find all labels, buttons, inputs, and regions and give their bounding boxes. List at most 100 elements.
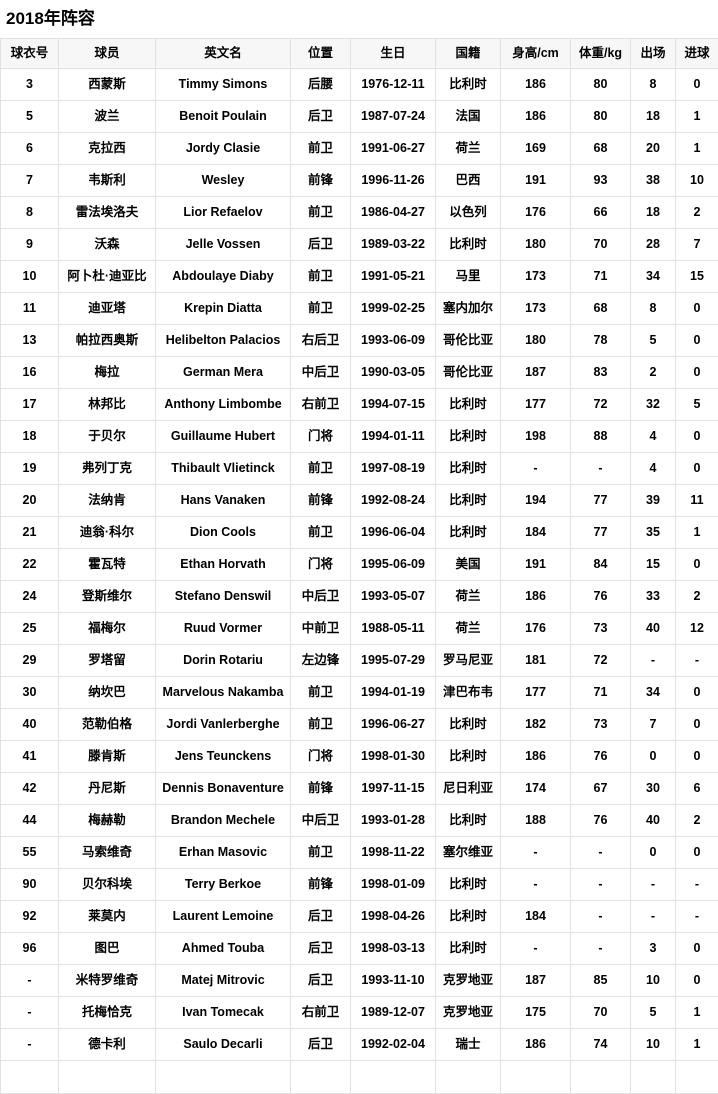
cell-weight: 83 — [571, 357, 631, 389]
cell-birthday: 1999-02-25 — [351, 293, 436, 325]
cell-number: 17 — [1, 389, 59, 421]
cell-birthday: 1989-12-07 — [351, 997, 436, 1029]
cell-country: 法国 — [436, 101, 501, 133]
cell-weight: 77 — [571, 517, 631, 549]
cell-country: 哥伦比亚 — [436, 325, 501, 357]
cell-number: 13 — [1, 325, 59, 357]
cell-empty — [59, 1061, 156, 1094]
cell-number: - — [1, 1029, 59, 1061]
cell-birthday: 1997-08-19 — [351, 453, 436, 485]
cell-empty — [351, 1061, 436, 1094]
cell-player: 丹尼斯 — [59, 773, 156, 805]
cell-country: 比利时 — [436, 517, 501, 549]
cell-country: 比利时 — [436, 901, 501, 933]
cell-number: 24 — [1, 581, 59, 613]
cell-goals: 1 — [676, 1029, 718, 1061]
cell-engname: German Mera — [156, 357, 291, 389]
cell-engname: Brandon Mechele — [156, 805, 291, 837]
cell-weight: 88 — [571, 421, 631, 453]
column-header-goals: 进球 — [676, 39, 718, 69]
column-header-country: 国籍 — [436, 39, 501, 69]
cell-empty — [571, 1061, 631, 1094]
column-header-player: 球员 — [59, 39, 156, 69]
cell-position: 后卫 — [291, 933, 351, 965]
cell-player: 德卡利 — [59, 1029, 156, 1061]
cell-goals: 5 — [676, 389, 718, 421]
cell-player: 图巴 — [59, 933, 156, 965]
cell-country: 塞尔维亚 — [436, 837, 501, 869]
cell-weight: 80 — [571, 69, 631, 101]
cell-number: 21 — [1, 517, 59, 549]
cell-player: 罗塔留 — [59, 645, 156, 677]
cell-country: 荷兰 — [436, 613, 501, 645]
cell-weight: 84 — [571, 549, 631, 581]
cell-apps: - — [631, 869, 676, 901]
cell-apps: 8 — [631, 69, 676, 101]
cell-engname: Ivan Tomecak — [156, 997, 291, 1029]
cell-player: 马索维奇 — [59, 837, 156, 869]
cell-apps: 15 — [631, 549, 676, 581]
cell-engname: Jordi Vanlerberghe — [156, 709, 291, 741]
cell-birthday: 1993-01-28 — [351, 805, 436, 837]
cell-height: 187 — [501, 357, 571, 389]
cell-birthday: 1991-05-21 — [351, 261, 436, 293]
cell-country: 罗马尼亚 — [436, 645, 501, 677]
cell-height: 186 — [501, 581, 571, 613]
cell-birthday: 1986-04-27 — [351, 197, 436, 229]
cell-position: 前卫 — [291, 197, 351, 229]
cell-birthday: 1995-07-29 — [351, 645, 436, 677]
cell-weight: - — [571, 837, 631, 869]
cell-apps: 10 — [631, 1029, 676, 1061]
cell-country: 比利时 — [436, 485, 501, 517]
cell-position: 前锋 — [291, 773, 351, 805]
cell-country: 荷兰 — [436, 133, 501, 165]
cell-goals: 0 — [676, 837, 718, 869]
column-header-height: 身高/cm — [501, 39, 571, 69]
cell-height: 180 — [501, 229, 571, 261]
cell-position: 门将 — [291, 421, 351, 453]
cell-player: 托梅恰克 — [59, 997, 156, 1029]
cell-apps: 4 — [631, 421, 676, 453]
cell-birthday: 1987-07-24 — [351, 101, 436, 133]
table-row-empty — [1, 1061, 718, 1094]
cell-apps: 40 — [631, 805, 676, 837]
cell-apps: 34 — [631, 677, 676, 709]
cell-weight: - — [571, 933, 631, 965]
column-header-apps: 出场 — [631, 39, 676, 69]
cell-position: 前卫 — [291, 293, 351, 325]
cell-birthday: 1998-01-30 — [351, 741, 436, 773]
cell-height: 173 — [501, 261, 571, 293]
cell-apps: - — [631, 645, 676, 677]
cell-goals: 1 — [676, 101, 718, 133]
cell-weight: 71 — [571, 261, 631, 293]
cell-engname: Saulo Decarli — [156, 1029, 291, 1061]
column-header-birthday: 生日 — [351, 39, 436, 69]
cell-position: 前卫 — [291, 261, 351, 293]
cell-country: 以色列 — [436, 197, 501, 229]
cell-birthday: 1976-12-11 — [351, 69, 436, 101]
cell-empty — [676, 1061, 718, 1094]
cell-goals: 0 — [676, 357, 718, 389]
cell-height: 173 — [501, 293, 571, 325]
cell-number: 41 — [1, 741, 59, 773]
cell-country: 美国 — [436, 549, 501, 581]
cell-weight: - — [571, 901, 631, 933]
cell-engname: Ruud Vormer — [156, 613, 291, 645]
cell-height: 186 — [501, 101, 571, 133]
cell-player: 克拉西 — [59, 133, 156, 165]
cell-country: 马里 — [436, 261, 501, 293]
cell-position: 前卫 — [291, 517, 351, 549]
cell-weight: 76 — [571, 581, 631, 613]
